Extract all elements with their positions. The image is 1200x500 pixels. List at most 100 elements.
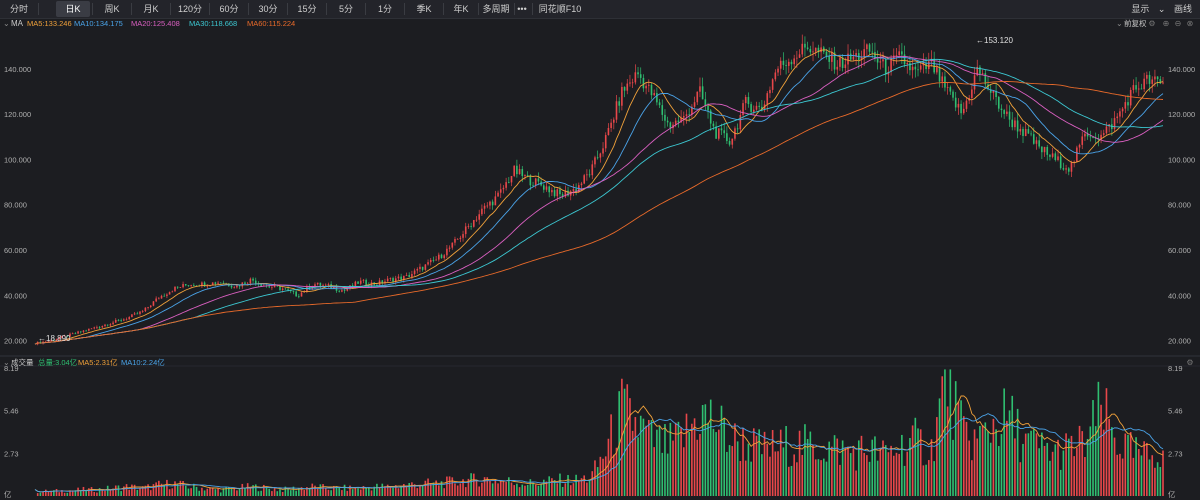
tab-5[interactable]: 120分 xyxy=(177,4,203,14)
candle-body xyxy=(392,278,394,282)
tab-15[interactable]: 同花顺F10 xyxy=(538,4,582,14)
volume-bar xyxy=(930,439,933,496)
volume-bar xyxy=(252,485,254,496)
candle-body xyxy=(804,43,806,48)
volume-bar xyxy=(1051,451,1054,496)
candle-body xyxy=(1089,136,1092,138)
candle-body xyxy=(1057,156,1059,160)
candle-body xyxy=(957,103,960,108)
volume-bar xyxy=(376,483,378,496)
candle-body xyxy=(647,84,650,86)
tab-separator xyxy=(326,3,327,15)
volume-bar xyxy=(556,483,559,496)
candle-body xyxy=(995,90,997,98)
candle-body xyxy=(486,205,489,207)
candle-body xyxy=(691,106,693,115)
candle-body xyxy=(906,63,909,65)
candle-body xyxy=(1035,140,1038,144)
candle-body xyxy=(1135,85,1137,90)
volume-bar xyxy=(1030,430,1032,496)
volume-bar xyxy=(284,486,287,496)
candle-body xyxy=(868,44,871,52)
tab-2[interactable]: 日K xyxy=(56,1,90,17)
volume-bar xyxy=(308,488,311,496)
tab-8[interactable]: 15分 xyxy=(297,4,317,14)
display-button[interactable]: 显示 xyxy=(1131,4,1150,14)
volume-bar xyxy=(1154,467,1156,496)
volume-bar xyxy=(63,492,66,496)
candle-body xyxy=(664,114,666,121)
candle-body xyxy=(594,157,596,165)
volume-bar xyxy=(887,452,890,496)
indicator-name: MA xyxy=(11,19,24,28)
volume-bar xyxy=(163,484,166,496)
volume-bar xyxy=(841,440,844,496)
candle-body xyxy=(639,74,642,78)
volume-bar xyxy=(448,476,451,496)
candle-body xyxy=(766,93,769,105)
volume-bar xyxy=(1148,459,1151,496)
settings-icon: ⚙ xyxy=(1186,358,1193,367)
tab-11[interactable]: 季K xyxy=(416,4,432,14)
candle-body xyxy=(553,190,556,197)
volume-bar xyxy=(911,425,914,496)
y-tick-label: 140.000 xyxy=(4,65,31,74)
candle-body xyxy=(919,65,922,70)
volume-bar xyxy=(114,485,117,496)
y-tick-label: 40.000 xyxy=(4,291,27,300)
volume-bar xyxy=(1067,438,1070,496)
volume-bar xyxy=(1038,448,1040,496)
tab-13[interactable]: 多周期 xyxy=(482,4,510,14)
tab-separator xyxy=(38,3,39,15)
tab-10[interactable]: 1分 xyxy=(377,4,392,14)
volume-bar xyxy=(591,471,594,496)
candle-body xyxy=(219,282,222,284)
ma-label-1: MA5:133.246 xyxy=(27,19,72,28)
candle-body xyxy=(1065,168,1067,170)
tab-4[interactable]: 月K xyxy=(143,4,159,14)
candle-body xyxy=(481,208,483,215)
chevron-down-icon[interactable]: ⌄ xyxy=(1157,4,1166,14)
volume-bar xyxy=(222,488,225,496)
candle-body xyxy=(319,282,322,286)
volume-bar xyxy=(782,447,785,496)
candle-body xyxy=(155,298,157,302)
candle-body xyxy=(863,49,865,57)
tab-9[interactable]: 5分 xyxy=(338,4,353,14)
draw-line-button[interactable]: 画线 xyxy=(1173,4,1192,14)
candle-body xyxy=(359,280,362,284)
tab-6[interactable]: 60分 xyxy=(219,4,239,14)
candle-body xyxy=(233,287,236,289)
volume-bar xyxy=(217,488,219,496)
candle-body xyxy=(561,194,564,197)
candle-body xyxy=(254,280,257,284)
volume-bar xyxy=(230,488,233,496)
volume-bar xyxy=(879,448,882,496)
candle-body xyxy=(489,201,491,206)
volume-bar xyxy=(997,446,1000,496)
volume-bar xyxy=(104,490,106,496)
minus-icon: ⊖ xyxy=(1175,19,1182,28)
candle-body xyxy=(545,186,548,190)
candle-body xyxy=(658,102,661,106)
candle-body xyxy=(456,238,459,240)
candle-body xyxy=(1062,168,1065,170)
candle-body xyxy=(987,84,989,90)
tab-12[interactable]: 年K xyxy=(453,4,469,14)
candle-body xyxy=(112,322,114,325)
tab-7[interactable]: 30分 xyxy=(258,4,278,14)
volume-bar xyxy=(596,467,599,496)
volume-bar xyxy=(292,486,295,496)
volume-bar xyxy=(707,422,709,496)
volume-bar xyxy=(39,492,42,496)
volume-bar xyxy=(66,492,69,496)
tab-14[interactable]: ••• xyxy=(517,4,527,14)
candle-body xyxy=(1162,82,1164,84)
tab-3[interactable]: 周K xyxy=(104,4,120,14)
candle-body xyxy=(470,226,472,227)
volume-bar xyxy=(362,486,365,496)
ma-label-2: MA10:134.175 xyxy=(74,19,123,28)
candle-body xyxy=(276,285,279,287)
tab-1[interactable]: 分时 xyxy=(9,4,28,14)
volume-bar xyxy=(637,437,639,496)
